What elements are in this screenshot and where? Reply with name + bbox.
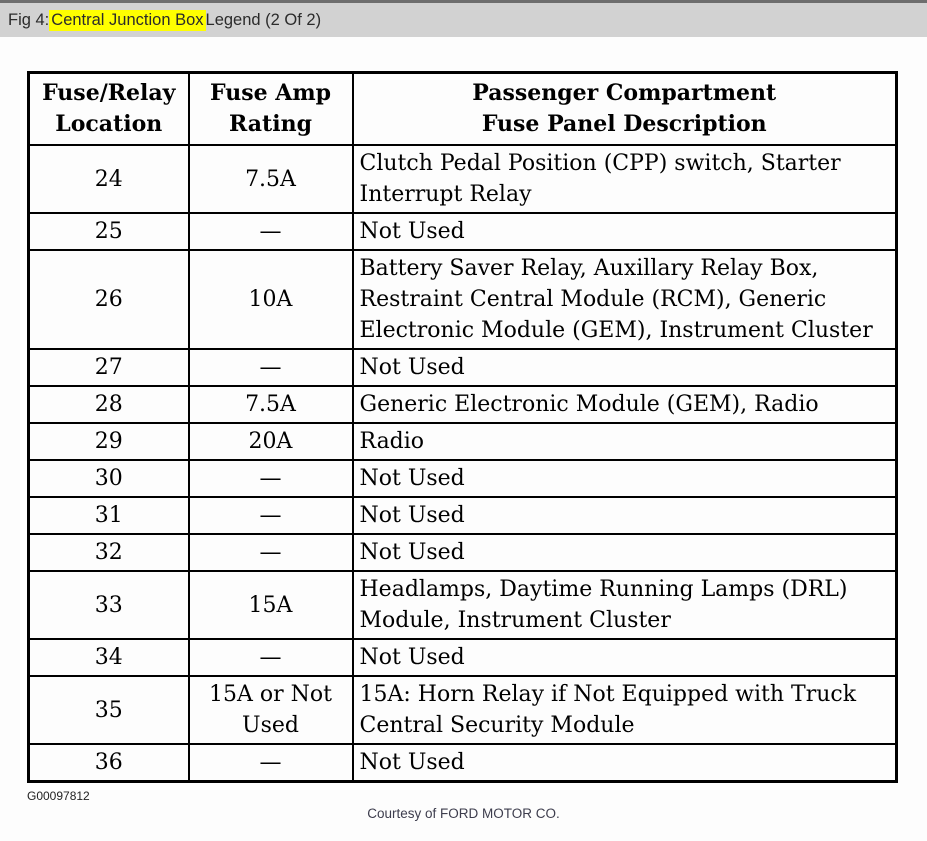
fuse-description: Not Used [351,496,898,535]
fuse-description: Clutch Pedal Position (CPP) switch, Star… [351,144,898,214]
table-row: 31 — Not Used [27,496,898,535]
table-row: 36 — Not Used [27,743,898,783]
fuse-legend-table: Fuse/Relay Location Fuse Amp Rating Pass… [27,71,898,783]
table-row: 34 — Not Used [27,638,898,677]
fuse-description: 15A: Horn Relay if Not Equipped with Tru… [351,675,898,745]
column-header-description: Passenger Compartment Fuse Panel Descrip… [351,71,898,146]
table-row: 29 20A Radio [27,422,898,461]
figure-caption-prefix: Fig 4: [8,10,50,29]
table-row: 27 — Not Used [27,348,898,387]
fuse-description: Battery Saver Relay, Auxillary Relay Box… [351,249,898,350]
fuse-rating: 15A or Not Used [187,675,354,745]
fuse-rating: 7.5A [187,144,354,214]
fuse-rating: — [187,533,354,572]
fuse-location: 35 [27,675,190,745]
fuse-rating: — [187,459,354,498]
table-header-row: Fuse/Relay Location Fuse Amp Rating Pass… [27,71,898,146]
fuse-rating: 20A [187,422,354,461]
fuse-location: 24 [27,144,190,214]
fuse-location: 25 [27,212,190,251]
fuse-location: 28 [27,385,190,424]
courtesy-note: Courtesy of FORD MOTOR CO. [367,806,560,821]
fuse-location: 26 [27,249,190,350]
table-row: 25 — Not Used [27,212,898,251]
fuse-rating: 15A [187,570,354,640]
column-header-location: Fuse/Relay Location [27,71,190,146]
fuse-location: 32 [27,533,190,572]
fuse-rating: — [187,212,354,251]
fuse-rating: — [187,638,354,677]
figure-caption-bar: Fig 4: Central Junction Box Legend (2 Of… [0,0,927,37]
fuse-description: Radio [351,422,898,461]
fuse-description: Generic Electronic Module (GEM), Radio [351,385,898,424]
fuse-description: Not Used [351,638,898,677]
table-row: 35 15A or Not Used 15A: Horn Relay if No… [27,675,898,745]
document-code: G00097812 [27,789,90,803]
fuse-rating: — [187,743,354,783]
figure-caption-highlight: Central Junction Box [49,9,206,31]
fuse-description: Not Used [351,212,898,251]
table-row: 32 — Not Used [27,533,898,572]
fuse-description: Headlamps, Daytime Running Lamps (DRL) M… [351,570,898,640]
fuse-description: Not Used [351,348,898,387]
table-container: Fuse/Relay Location Fuse Amp Rating Pass… [0,37,927,783]
fuse-rating: — [187,348,354,387]
table-row: 26 10A Battery Saver Relay, Auxillary Re… [27,249,898,350]
fuse-location: 34 [27,638,190,677]
fuse-description: Not Used [351,459,898,498]
fuse-location: 27 [27,348,190,387]
fuse-description: Not Used [351,533,898,572]
column-header-rating: Fuse Amp Rating [187,71,354,146]
fuse-location: 31 [27,496,190,535]
table-row: 28 7.5A Generic Electronic Module (GEM),… [27,385,898,424]
fuse-description: Not Used [351,743,898,783]
fuse-rating: 10A [187,249,354,350]
fuse-location: 30 [27,459,190,498]
fuse-location: 33 [27,570,190,640]
fuse-location: 29 [27,422,190,461]
table-row: 24 7.5A Clutch Pedal Position (CPP) swit… [27,144,898,214]
figure-caption-suffix: Legend (2 Of 2) [205,10,322,29]
fuse-location: 36 [27,743,190,783]
table-row: 33 15A Headlamps, Daytime Running Lamps … [27,570,898,640]
table-row: 30 — Not Used [27,459,898,498]
fuse-rating: — [187,496,354,535]
fuse-rating: 7.5A [187,385,354,424]
